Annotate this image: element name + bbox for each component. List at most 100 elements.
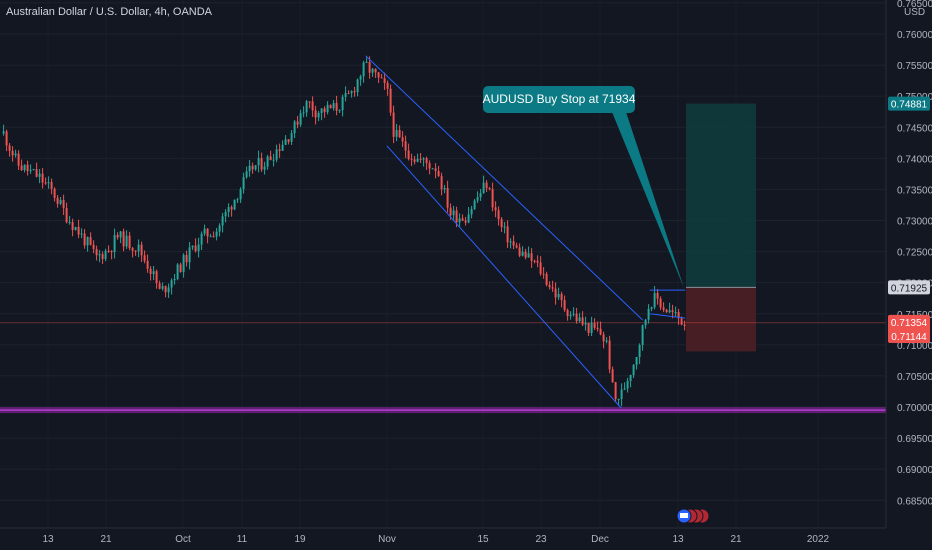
undefined-bg — [888, 280, 930, 295]
candle-body — [653, 292, 656, 308]
candle-body — [38, 173, 41, 177]
candle-body — [272, 159, 275, 161]
candle-body — [299, 113, 302, 125]
candle-body — [464, 220, 467, 223]
candle-body — [281, 144, 284, 151]
candle-body — [260, 158, 263, 170]
candle-body — [257, 158, 260, 166]
candle-body — [110, 250, 113, 253]
candle-body — [68, 222, 71, 224]
candle-body — [86, 237, 89, 246]
stop-zone — [686, 287, 756, 352]
callout-box — [483, 86, 635, 113]
candle-body — [371, 68, 374, 73]
candle-body — [572, 313, 575, 315]
annotation-callout[interactable]: AUDUSD Buy Stop at 71934 — [483, 86, 684, 288]
candle-body — [92, 244, 95, 249]
time-axis[interactable]: 13 21 Oct 11 19 Nov 15 23 Dec 13 21 2022 — [0, 527, 886, 545]
candle-body — [305, 101, 308, 113]
callout-pointer — [612, 112, 684, 288]
channel-lower-line[interactable] — [386, 145, 622, 409]
candle-body — [422, 158, 425, 160]
candle-body — [149, 268, 152, 275]
candle-body — [509, 241, 512, 243]
candle-body — [194, 245, 197, 252]
candles — [2, 56, 686, 407]
candle-body — [263, 166, 266, 170]
candle-body — [536, 260, 539, 263]
candle-body — [506, 226, 509, 243]
candle-body — [416, 158, 419, 162]
candle-body — [20, 165, 23, 171]
candle-body — [269, 156, 272, 161]
candle-body — [590, 322, 593, 333]
candle-body — [503, 226, 506, 228]
candle-body — [668, 310, 671, 313]
candle-body — [212, 236, 215, 238]
candle-body — [290, 133, 293, 142]
candle-body — [401, 137, 404, 142]
candle-body — [683, 324, 686, 326]
candle-body — [206, 228, 209, 237]
candle-body — [545, 273, 548, 285]
candle-body — [101, 254, 104, 260]
candle-body — [254, 165, 257, 170]
candle-body — [338, 110, 341, 112]
candle-body — [641, 325, 644, 345]
y-tick-label: 0.73000 — [897, 217, 932, 228]
candle-body — [161, 286, 164, 289]
candle-body — [521, 251, 524, 256]
candle-body — [614, 382, 617, 400]
candle-body — [95, 248, 98, 256]
candle-body — [596, 327, 599, 329]
candle-body — [674, 312, 677, 314]
candle-body — [170, 280, 173, 288]
candle-body — [314, 110, 317, 118]
candle-body — [512, 241, 515, 246]
channel-upper-line[interactable] — [365, 55, 643, 321]
candle-body — [8, 145, 11, 151]
candle-body — [548, 284, 551, 288]
y-axis-unit: USD — [904, 7, 925, 18]
candle-body — [635, 357, 638, 365]
candle-body — [221, 216, 224, 226]
candle-body — [380, 77, 383, 79]
candle-body — [452, 210, 455, 216]
candle-body — [458, 218, 461, 223]
candle-body — [41, 173, 44, 183]
candle-body — [377, 72, 380, 78]
candle-body — [116, 234, 119, 238]
candle-body — [482, 182, 485, 194]
candle-body — [23, 164, 26, 171]
flag-lower-line[interactable] — [649, 313, 686, 319]
candle-body — [677, 312, 680, 319]
candle-body — [542, 273, 545, 275]
candle-body — [533, 260, 536, 262]
candle-body — [356, 79, 359, 93]
candle-body — [584, 322, 587, 325]
candle-body — [569, 314, 572, 317]
trend-drawings[interactable] — [365, 55, 686, 409]
candle-body — [626, 380, 629, 389]
candle-body — [497, 210, 500, 220]
candle-body — [605, 340, 608, 342]
candle-body — [656, 292, 659, 299]
candle-body — [50, 182, 53, 189]
candle-body — [386, 82, 389, 89]
candle-body — [443, 188, 446, 190]
event-markers[interactable] — [676, 508, 710, 524]
candle-body — [287, 139, 290, 142]
candle-body — [332, 103, 335, 109]
candle-body — [434, 168, 437, 172]
candle-body — [488, 188, 491, 190]
candle-body — [344, 93, 347, 97]
candle-body — [383, 78, 386, 83]
candle-body — [209, 236, 212, 238]
candle-body — [461, 218, 464, 221]
candle-body — [119, 231, 122, 238]
candle-body — [617, 398, 620, 400]
candle-body — [242, 177, 245, 190]
candle-body — [308, 101, 311, 103]
candle-body — [350, 91, 353, 94]
